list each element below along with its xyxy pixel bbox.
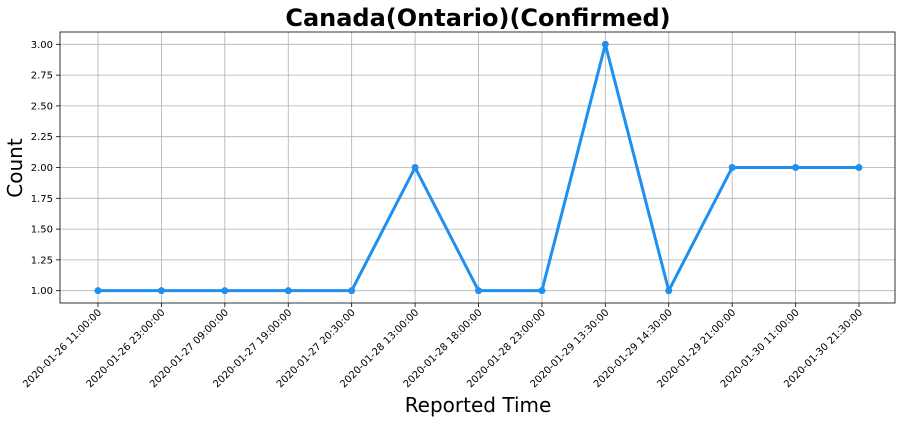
y-tick-label: 2.50 — [31, 101, 53, 112]
data-point — [94, 287, 102, 295]
y-tick-label: 1.00 — [31, 286, 53, 297]
series-line — [94, 40, 863, 295]
data-point — [665, 287, 673, 295]
y-tick-label: 1.75 — [31, 194, 53, 205]
data-point — [348, 287, 356, 295]
data-point — [728, 164, 736, 171]
chart-title: Canada(Ontario)(Confirmed) — [285, 4, 670, 32]
data-point — [855, 164, 863, 171]
x-axis-label: Reported Time — [405, 393, 552, 417]
data-point — [475, 287, 482, 295]
y-tick-label: 3.00 — [31, 40, 53, 51]
y-tick-label: 2.00 — [31, 163, 53, 174]
y-tick-label: 1.50 — [31, 225, 53, 236]
y-tick-label: 1.25 — [31, 255, 53, 266]
data-point — [221, 287, 229, 295]
data-point — [284, 287, 292, 295]
y-axis-label: Count — [3, 138, 27, 198]
data-point — [411, 164, 419, 171]
y-tick-label: 2.25 — [31, 132, 53, 143]
data-point — [157, 287, 165, 295]
data-point — [538, 287, 546, 295]
data-point — [792, 164, 800, 171]
data-point — [601, 40, 609, 48]
y-tick-label: 2.75 — [31, 71, 53, 82]
